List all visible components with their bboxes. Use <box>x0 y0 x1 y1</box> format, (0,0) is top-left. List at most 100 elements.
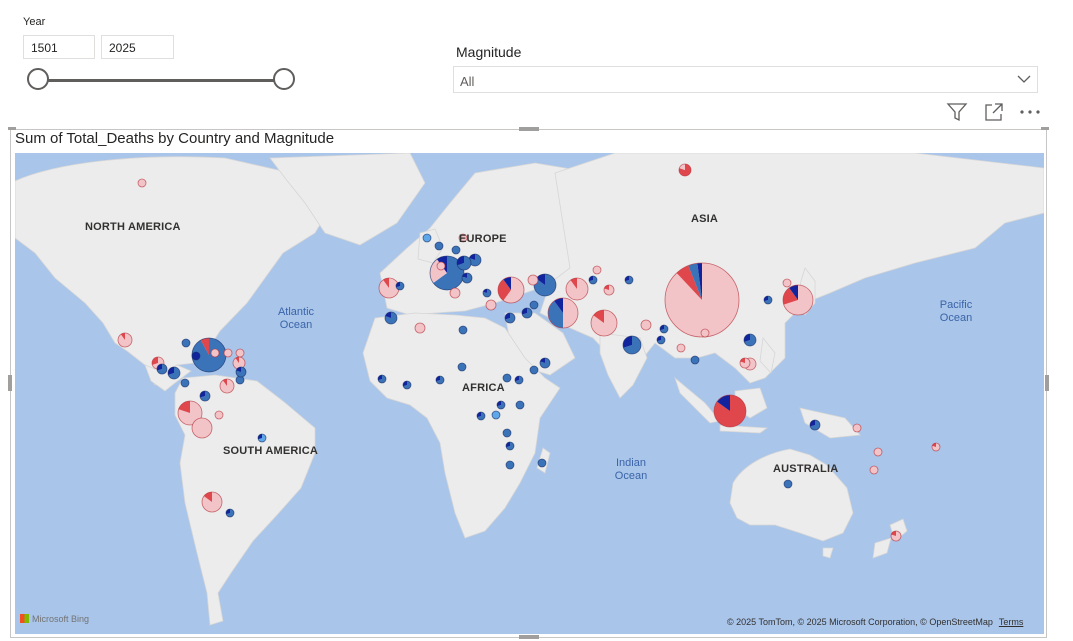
pie-marker[interactable] <box>713 394 747 428</box>
pie-marker[interactable] <box>539 357 551 369</box>
pie-marker[interactable] <box>590 309 618 337</box>
pie-marker[interactable] <box>436 261 446 271</box>
resize-handle-top[interactable] <box>519 127 539 131</box>
pie-marker[interactable] <box>180 378 190 388</box>
pie-marker[interactable] <box>395 281 405 291</box>
pie-marker[interactable] <box>852 423 862 433</box>
pie-marker[interactable] <box>191 417 213 439</box>
pie-marker[interactable] <box>468 253 482 267</box>
pie-marker[interactable] <box>223 348 233 358</box>
pie-marker[interactable] <box>458 233 468 243</box>
pie-marker[interactable] <box>378 277 400 299</box>
pie-marker[interactable] <box>505 460 515 470</box>
pie-marker[interactable] <box>529 300 539 310</box>
pie-marker[interactable] <box>191 351 201 361</box>
pie-marker[interactable] <box>592 265 602 275</box>
pie-marker[interactable] <box>521 307 533 319</box>
pie-marker[interactable] <box>502 373 512 383</box>
pie-marker[interactable] <box>763 295 773 305</box>
pie-marker[interactable] <box>603 284 615 296</box>
pie-marker[interactable] <box>201 491 223 513</box>
pie-marker[interactable] <box>659 324 669 334</box>
pie-marker[interactable] <box>177 400 203 426</box>
pie-marker[interactable] <box>514 375 524 385</box>
resize-handle-left[interactable] <box>8 375 12 391</box>
pie-marker[interactable] <box>504 312 516 324</box>
pie-marker[interactable] <box>678 163 692 177</box>
pie-marker[interactable] <box>656 335 666 345</box>
magnitude-dropdown[interactable]: All <box>453 66 1038 93</box>
pie-marker[interactable] <box>809 419 821 431</box>
pie-marker[interactable] <box>167 366 181 380</box>
more-options-icon[interactable] <box>1019 101 1041 123</box>
pie-marker[interactable] <box>377 374 387 384</box>
year-end-input[interactable]: 2025 <box>101 35 174 59</box>
resize-corner-tr[interactable] <box>1041 127 1049 130</box>
pie-marker[interactable] <box>491 410 501 420</box>
pie-marker[interactable] <box>505 441 515 451</box>
pie-marker[interactable] <box>588 275 598 285</box>
year-slider-track[interactable] <box>38 79 284 82</box>
pie-marker[interactable] <box>676 343 686 353</box>
pie-marker[interactable] <box>235 366 247 378</box>
pie-marker[interactable] <box>257 433 267 443</box>
pie-marker[interactable] <box>502 428 512 438</box>
pie-marker[interactable] <box>482 288 492 298</box>
year-slider-end-handle[interactable] <box>273 68 295 90</box>
pie-marker[interactable] <box>449 287 461 299</box>
pie-marker[interactable] <box>181 338 191 348</box>
pie-marker[interactable] <box>485 299 497 311</box>
pie-marker[interactable] <box>739 357 751 369</box>
resize-handle-bottom[interactable] <box>519 635 539 639</box>
pie-marker[interactable] <box>219 378 235 394</box>
pie-marker[interactable] <box>476 411 486 421</box>
pie-marker[interactable] <box>225 508 235 518</box>
resize-corner-tl[interactable] <box>8 127 16 130</box>
pie-marker[interactable] <box>422 233 432 243</box>
pie-marker[interactable] <box>700 328 710 338</box>
pie-marker[interactable] <box>527 274 539 286</box>
pie-marker[interactable] <box>458 325 468 335</box>
pie-marker[interactable] <box>402 380 412 390</box>
pie-marker[interactable] <box>743 333 757 347</box>
pie-marker[interactable] <box>156 363 168 375</box>
pie-marker[interactable] <box>384 311 398 325</box>
world-map[interactable]: NORTH AMERICA SOUTH AMERICA EUROPE AFRIC… <box>15 153 1044 634</box>
pie-marker[interactable] <box>529 365 539 375</box>
pie-marker[interactable] <box>456 255 472 271</box>
pie-marker[interactable] <box>622 335 642 355</box>
pie-marker[interactable] <box>117 332 133 348</box>
pie-marker[interactable] <box>869 465 879 475</box>
pie-marker[interactable] <box>461 272 473 284</box>
pie-marker[interactable] <box>782 284 814 316</box>
pie-marker[interactable] <box>537 458 547 468</box>
pie-marker[interactable] <box>873 447 883 457</box>
pie-marker[interactable] <box>640 319 652 331</box>
pie-marker[interactable] <box>435 375 445 385</box>
pie-marker[interactable] <box>497 276 525 304</box>
filter-icon[interactable] <box>946 101 968 123</box>
pie-marker[interactable] <box>235 348 245 358</box>
pie-marker[interactable] <box>451 245 461 255</box>
year-start-input[interactable]: 1501 <box>23 35 95 59</box>
pie-marker[interactable] <box>199 390 211 402</box>
pie-marker[interactable] <box>624 275 634 285</box>
pie-marker[interactable] <box>782 278 792 288</box>
pie-marker[interactable] <box>515 400 525 410</box>
pie-marker[interactable] <box>210 348 220 358</box>
pie-marker[interactable] <box>434 241 444 251</box>
pie-marker[interactable] <box>214 410 224 420</box>
pie-marker[interactable] <box>690 355 700 365</box>
pie-marker[interactable] <box>783 479 793 489</box>
terms-link[interactable]: Terms <box>998 617 1024 627</box>
resize-handle-right[interactable] <box>1045 375 1049 391</box>
pie-marker[interactable] <box>496 400 506 410</box>
pie-marker[interactable] <box>565 277 589 301</box>
pie-marker[interactable] <box>137 178 147 188</box>
pie-marker[interactable] <box>890 530 902 542</box>
pie-marker[interactable] <box>664 262 740 338</box>
pie-marker[interactable] <box>414 322 426 334</box>
pie-marker[interactable] <box>457 362 467 372</box>
pie-marker[interactable] <box>931 442 941 452</box>
year-slider-start-handle[interactable] <box>27 68 49 90</box>
